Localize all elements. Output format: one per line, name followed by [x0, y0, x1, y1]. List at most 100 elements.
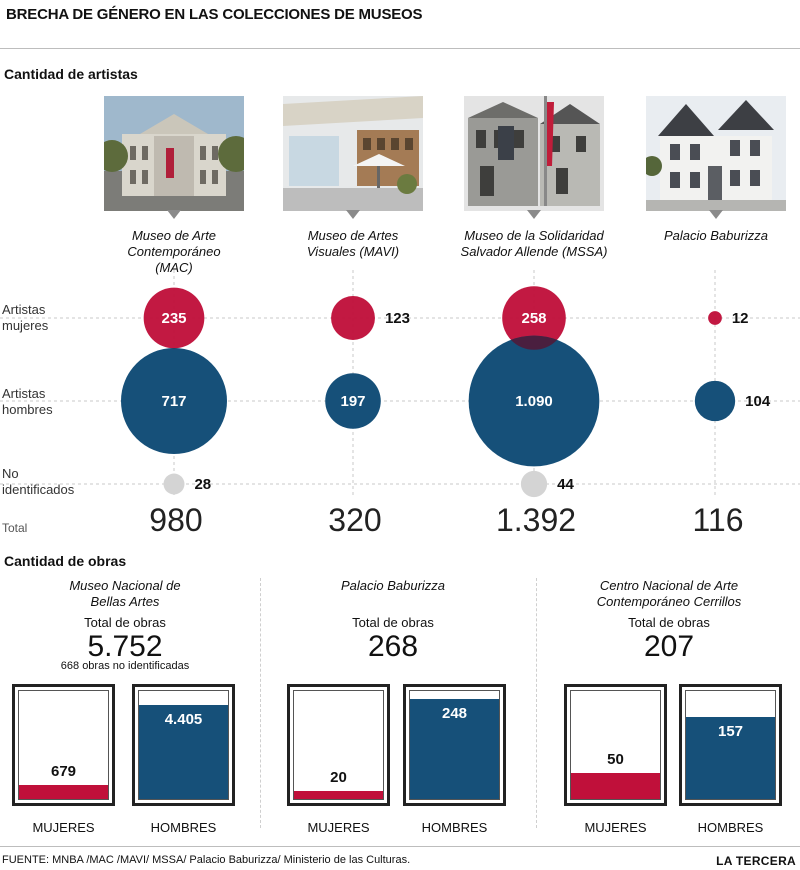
- works-total-label: Total de obras: [84, 615, 166, 630]
- bubble-label-unknown: 44: [557, 476, 574, 493]
- museum-name-line: Museo de la Solidaridad: [464, 228, 604, 243]
- bubble-label-unknown: 28: [194, 476, 211, 493]
- bubble-label-men: 197: [340, 393, 365, 410]
- photo-pointer: [709, 210, 723, 219]
- bar-fill-men: [139, 705, 228, 799]
- bar-box-women: 20: [287, 684, 390, 806]
- works-title-baburizza: Palacio Baburizza: [268, 578, 518, 594]
- museum-name-line: (MAC): [155, 260, 193, 275]
- works-title-line: Museo Nacional de: [69, 578, 181, 593]
- museum-name-line: Museo de Arte: [131, 228, 217, 243]
- total-mssa: 1.392: [495, 502, 577, 538]
- bar-box-men: 157: [679, 684, 782, 806]
- bar-value-men: 157: [717, 723, 744, 741]
- works-total-label: Total de obras: [352, 615, 434, 630]
- total-mavi: 320: [328, 502, 382, 538]
- bubble-label-men: 104: [745, 393, 771, 410]
- museum-name-line: Palacio Baburizza: [663, 228, 769, 243]
- bubble-men: [468, 335, 600, 467]
- bubble-label-men: 1.090: [515, 393, 553, 410]
- section-title-artists: Cantidad de artistas: [4, 66, 138, 82]
- row-label-total: Total: [2, 521, 28, 535]
- bar-box-men: 4.405: [132, 684, 235, 806]
- works-total-cerrillos: 207: [643, 630, 695, 663]
- bubble-label-women: 235: [161, 310, 186, 327]
- bubble-women: [143, 287, 205, 349]
- bubble-women: [331, 296, 375, 340]
- works-title-line: Bellas Artes: [90, 594, 160, 609]
- museum-name-line: Visuales (MAVI): [306, 244, 400, 259]
- bar-box-women: 50: [564, 684, 667, 806]
- museum-name-line: Museo de Artes: [307, 228, 399, 243]
- bubble-label-women: 12: [732, 310, 749, 327]
- row-label-line: Artistas: [2, 302, 46, 317]
- museum-photo-mavi: [283, 96, 423, 211]
- title-divider: [0, 48, 800, 49]
- bubble-women: [708, 311, 722, 325]
- bar-label-men: HOMBRES: [421, 820, 488, 835]
- photo-pointer: [346, 210, 360, 219]
- row-label-men: Artistas hombres: [2, 386, 53, 418]
- bar-value-women: 679: [50, 762, 77, 780]
- bubble-men: [325, 373, 381, 429]
- row-label-line: hombres: [2, 402, 53, 417]
- bar-value-women: 50: [607, 750, 624, 768]
- page-title: BRECHA DE GÉNERO EN LAS COLECCIONES DE M…: [6, 6, 423, 23]
- bubble-men: [694, 380, 736, 422]
- bar-label-women: MUJERES: [32, 820, 95, 835]
- row-label-women: Artistas mujeres: [2, 302, 48, 334]
- footer-source: FUENTE: MNBA /MAC /MAVI/ MSSA/ Palacio B…: [2, 854, 411, 866]
- bubble-label-women: 258: [521, 310, 546, 327]
- bar-fill-men: [410, 699, 499, 799]
- works-total-label: Total de obras: [628, 615, 710, 630]
- total-mac: 980: [149, 502, 203, 538]
- museum-name-mac: Museo de Arte Contemporáneo (MAC): [79, 228, 269, 276]
- footer-divider: [0, 846, 800, 847]
- bar-fill-women: [19, 784, 108, 799]
- bubble-unknown: [163, 473, 185, 495]
- bubble-men: [121, 348, 227, 454]
- museum-photo-baburizza: [646, 96, 786, 211]
- bar-label-men: HOMBRES: [150, 820, 217, 835]
- footer-brand: LA TERCERA: [716, 854, 796, 868]
- museum-name-mssa: Museo de la Solidaridad Salvador Allende…: [439, 228, 629, 260]
- bar-label-women: MUJERES: [584, 820, 647, 835]
- column-divider: [260, 578, 261, 828]
- photo-pointer: [167, 210, 181, 219]
- photo-pointer: [527, 210, 541, 219]
- bar-value-women: 20: [330, 768, 347, 786]
- works-title-cerrillos: Centro Nacional de Arte Contemporáneo Ce…: [544, 578, 794, 610]
- row-label-unknown: No identificados: [2, 466, 74, 498]
- bubble-label-men: 717: [161, 393, 186, 410]
- bubble-label-women: 123: [385, 310, 410, 327]
- row-label-line: No: [2, 466, 19, 481]
- bubble-unknown: [520, 470, 548, 498]
- works-title-mnba: Museo Nacional de Bellas Artes: [0, 578, 250, 610]
- row-label-line: identificados: [2, 482, 75, 497]
- museum-name-baburizza: Palacio Baburizza: [621, 228, 800, 244]
- bar-label-men: HOMBRES: [697, 820, 764, 835]
- works-title-line: Centro Nacional de Arte: [599, 578, 739, 593]
- works-note-mnba: 668 obras no identificadas: [60, 660, 190, 672]
- works-total-baburizza: 268: [367, 630, 419, 663]
- works-title-line: Contemporáneo Cerrillos: [596, 594, 742, 609]
- bar-fill-women: [571, 772, 660, 799]
- museum-photo-mssa: [464, 96, 604, 211]
- row-label-line: mujeres: [2, 318, 49, 333]
- artists-bubble-chart: 717 197 1.090 104 28 44 235 123 258 12: [0, 270, 800, 498]
- bar-fill-women: [294, 790, 383, 799]
- museum-name-line: Contemporáneo: [127, 244, 221, 259]
- row-label-line: Artistas: [2, 386, 46, 401]
- bar-value-men: 4.405: [164, 711, 203, 729]
- museum-name-mavi: Museo de Artes Visuales (MAVI): [258, 228, 448, 260]
- works-total-mnba: 5.752: [87, 630, 163, 663]
- bubble-women: [502, 286, 566, 350]
- bar-box-men: 248: [403, 684, 506, 806]
- bar-label-women: MUJERES: [307, 820, 370, 835]
- bar-value-men: 248: [441, 705, 468, 723]
- column-divider: [536, 578, 537, 828]
- total-baburizza: 116: [692, 502, 744, 538]
- museum-photo-mac: [104, 96, 244, 211]
- bar-fill-men: [686, 717, 775, 799]
- bar-box-women: 679: [12, 684, 115, 806]
